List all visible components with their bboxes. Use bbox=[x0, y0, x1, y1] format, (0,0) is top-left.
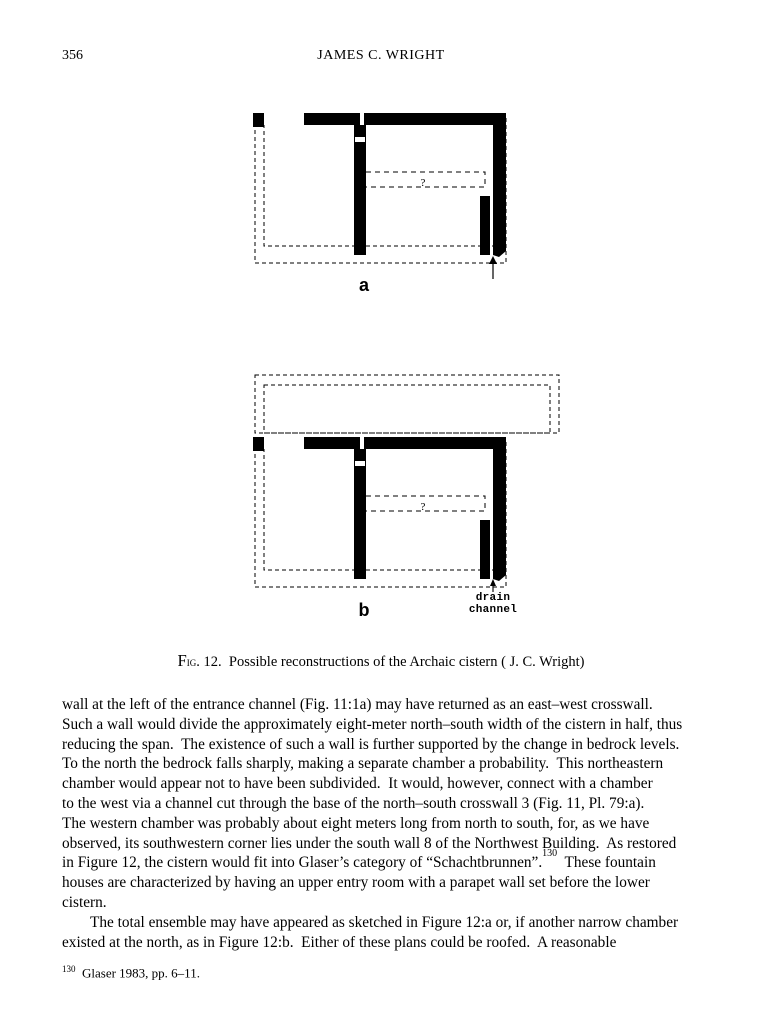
svg-text:?: ? bbox=[421, 501, 426, 513]
svg-text:channel: channel bbox=[469, 604, 517, 616]
svg-text:drain: drain bbox=[476, 592, 511, 604]
svg-text:a: a bbox=[359, 275, 370, 293]
svg-text:?: ? bbox=[421, 177, 426, 189]
svg-text:b: b bbox=[359, 600, 370, 620]
